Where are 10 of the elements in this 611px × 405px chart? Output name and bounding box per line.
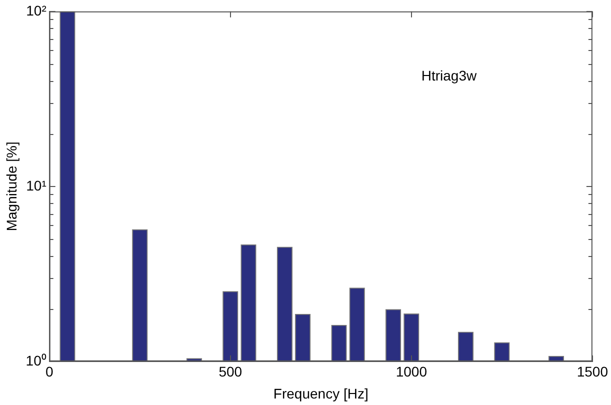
y-axis-title: Magnitude [%] <box>3 142 20 232</box>
x-tick-label: 1500 <box>576 364 608 380</box>
annotation: Htriag3w <box>421 67 478 84</box>
x-tick-label: 0 <box>45 364 54 380</box>
x-tick-label: 500 <box>218 364 242 380</box>
y-tick-label: 10⁰ <box>26 352 46 368</box>
x-axis-title: Frequency [Hz] <box>273 385 368 402</box>
y-tick-label: 10² <box>26 2 47 18</box>
y-tick-label: 10¹ <box>26 177 47 194</box>
x-tick-label: 1000 <box>396 364 428 380</box>
